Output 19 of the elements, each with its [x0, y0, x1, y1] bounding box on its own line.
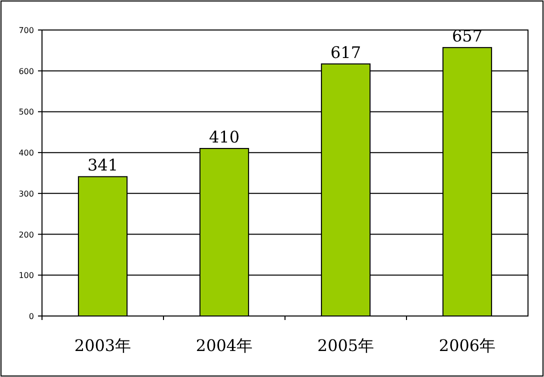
x-tick-label: 2004年 [196, 336, 253, 355]
bar [78, 176, 128, 316]
y-tick-label: 0 [28, 312, 34, 321]
y-tick-label: 500 [18, 108, 34, 117]
x-tick-label: 2005年 [317, 336, 374, 355]
y-tick-label: 300 [18, 189, 34, 198]
x-tick-label: 2003年 [74, 336, 132, 355]
y-tick-label: 700 [18, 26, 34, 35]
bar [320, 63, 371, 316]
x-tick-label: 2006年 [438, 336, 496, 355]
data-label: 617 [330, 42, 362, 62]
y-tick-label: 200 [18, 230, 34, 240]
bar [442, 47, 492, 316]
y-tick-label: 600 [18, 66, 34, 76]
bar [199, 148, 250, 316]
data-label: 410 [208, 127, 240, 146]
data-label: 341 [87, 156, 118, 175]
y-tick-label: 400 [18, 148, 34, 158]
y-tick-label: 100 [18, 271, 34, 280]
